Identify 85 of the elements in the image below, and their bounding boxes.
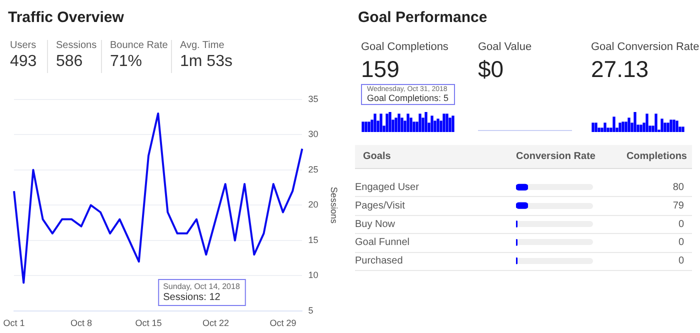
bar [374, 114, 376, 132]
bar [452, 116, 454, 132]
text: $0 [478, 56, 504, 83]
bar [666, 122, 670, 132]
bar [682, 126, 684, 132]
text: Traffic Overview [8, 9, 124, 26]
chart-subtitle: 159 [361, 56, 400, 83]
y-tick-label: 20 [308, 200, 318, 210]
bar [622, 122, 624, 132]
bar [398, 114, 400, 132]
bar [594, 122, 598, 132]
y-tick-label: Goal Funnel [355, 237, 410, 248]
y-tick-label: Buy Now [355, 218, 396, 230]
bar [386, 114, 388, 132]
bar [670, 120, 672, 132]
bar [618, 122, 622, 132]
bar [388, 112, 392, 132]
text: Avg. Time [180, 40, 224, 51]
x-tick-label: Oct 29 [270, 318, 296, 328]
text: Users [10, 40, 36, 51]
text: 1m 53s [180, 53, 232, 71]
text: 0 [678, 218, 684, 230]
text: 79 [672, 200, 684, 212]
bar [380, 114, 382, 132]
text: Goal Completions: 5 [367, 93, 449, 103]
bar [660, 118, 664, 132]
text: 80 [672, 182, 684, 193]
chart-subtitle: 27.13 [591, 56, 649, 83]
bar [418, 114, 422, 132]
bar [430, 116, 434, 132]
bar [406, 114, 410, 132]
bar [364, 122, 368, 132]
bar [624, 122, 628, 132]
text: 0 [678, 256, 684, 267]
y-tick-label: 15 [308, 234, 318, 245]
bar [442, 114, 446, 132]
bar [646, 114, 648, 132]
bar [604, 122, 606, 132]
text: 0 [678, 237, 684, 248]
bar [654, 114, 658, 132]
bar [368, 122, 370, 132]
text: Goal Value [478, 41, 532, 53]
bar [634, 112, 636, 132]
y-tick-label: Purchased [355, 256, 403, 267]
bar [436, 118, 440, 132]
y-tick-label: 10 [308, 270, 318, 280]
bar [394, 118, 398, 132]
bar [410, 118, 412, 132]
text: 71% [110, 53, 142, 71]
x-tick-label: Oct 22 [202, 318, 229, 328]
x-tick-label: Oct 1 [3, 318, 25, 328]
y-tick-label: Pages/Visit [355, 200, 406, 212]
bar [412, 122, 416, 132]
text: Completions [626, 151, 687, 162]
bar [628, 118, 630, 132]
chart-title: Goal Completions [361, 41, 448, 53]
bar [640, 124, 642, 132]
bar [446, 114, 448, 132]
x-axis-title: Conversion Rate [516, 151, 596, 162]
annotation: Sunday, Oct 14, 2018 [163, 282, 240, 292]
bar [676, 120, 678, 132]
y-tick-label: 35 [308, 94, 318, 104]
x-tick-label: Oct 8 [70, 318, 92, 328]
text: Goal Performance [358, 9, 488, 26]
bar [592, 122, 594, 132]
text: Sessions [56, 40, 97, 51]
x-tick-label: Oct 15 [135, 318, 162, 328]
bar [424, 112, 428, 132]
y-tick-label: 5 [308, 305, 314, 316]
text: 493 [10, 53, 37, 71]
bar [448, 118, 452, 132]
bar [664, 122, 666, 132]
annotation: Sessions: 12 [163, 292, 221, 303]
bar [400, 118, 404, 132]
y-axis-title: Sessions [329, 186, 340, 224]
y-tick-label: 30 [308, 129, 318, 140]
bar [612, 116, 616, 132]
y-axis-title: Goals [363, 151, 391, 162]
text: Bounce Rate [110, 40, 168, 51]
y-tick-label: 25 [308, 164, 318, 174]
text: 586 [56, 53, 83, 71]
bar [672, 120, 676, 132]
bar [362, 122, 364, 132]
chart-title: Goal Conversion Rate [591, 41, 700, 53]
y-tick-label: Engaged User [355, 182, 420, 193]
